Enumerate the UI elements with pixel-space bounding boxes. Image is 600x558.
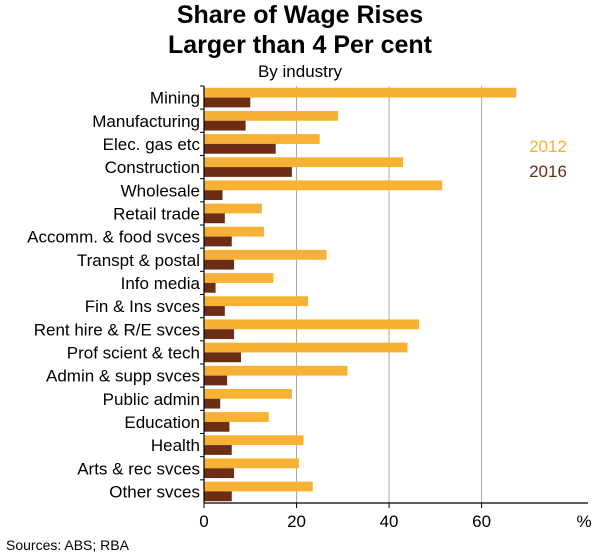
bar-2012-prof-scient-tech <box>204 342 408 353</box>
bar-2016-accomm-food-svces <box>204 236 232 247</box>
x-tick-label: 40 <box>380 512 399 531</box>
bar-2012-transpt-postal <box>204 249 327 260</box>
bar-2012-education <box>204 412 269 422</box>
bar-2016-transpt-postal <box>204 259 235 270</box>
legend-entry-2016: 2016 <box>529 162 567 181</box>
x-axis-unit: % <box>576 512 591 531</box>
bar-2016-mining <box>204 97 251 108</box>
bar-2012-manufacturing <box>204 110 339 121</box>
bar-2012-mining <box>204 87 517 98</box>
bar-2016-construction <box>204 167 292 177</box>
x-tick-label: 60 <box>472 512 491 531</box>
bar-2012-wholesale <box>204 180 443 191</box>
bar-2012-construction <box>204 157 403 168</box>
category-label: Other svces <box>109 482 200 501</box>
category-label: Fin & Ins svces <box>85 297 200 316</box>
bar-2012-rent-hire-r-e-svces <box>204 319 420 330</box>
category-label: Education <box>124 413 200 432</box>
bar-2012-other-svces <box>204 481 313 492</box>
category-label: Construction <box>105 158 200 177</box>
bar-2016-health <box>204 445 232 455</box>
bar-2012-info-media <box>204 273 274 283</box>
bar-2012-fin-ins-svces <box>204 296 309 307</box>
legend-entry-2012: 2012 <box>529 137 567 156</box>
category-label: Elec. gas etc <box>103 135 201 154</box>
bar-2016-education <box>204 421 230 432</box>
source-note: Sources: ABS; RBA <box>6 537 129 553</box>
chart-subtitle: By industry <box>257 62 343 81</box>
category-label: Wholesale <box>121 181 200 200</box>
bar-2016-prof-scient-tech <box>204 352 242 363</box>
chart-title-line1: Share of Wage Rises <box>176 1 424 29</box>
category-label: Mining <box>150 89 200 108</box>
bar-2012-arts-rec-svces <box>204 458 299 469</box>
bar-2016-elec-gas-etc <box>204 143 276 154</box>
bar-2012-elec-gas-etc <box>204 134 320 144</box>
category-label: Transpt & postal <box>77 251 200 270</box>
bar-2016-info-media <box>204 282 216 293</box>
bar-2016-fin-ins-svces <box>204 306 225 316</box>
category-label: Arts & rec svces <box>77 459 200 478</box>
bar-2012-admin-supp-svces <box>204 365 348 376</box>
category-label: Manufacturing <box>92 112 200 131</box>
bar-2012-retail-trade <box>204 203 262 214</box>
category-label: Rent hire & R/E svces <box>34 320 200 339</box>
category-label: Info media <box>121 274 201 293</box>
bar-2012-health <box>204 435 304 446</box>
category-label: Health <box>151 436 200 455</box>
bar-2016-rent-hire-r-e-svces <box>204 329 235 340</box>
bar-2016-arts-rec-svces <box>204 468 235 479</box>
category-label: Prof scient & tech <box>67 343 200 362</box>
bar-2012-accomm-food-svces <box>204 226 265 237</box>
bar-2012-public-admin <box>204 388 292 399</box>
category-label: Public admin <box>103 390 200 409</box>
category-label: Retail trade <box>113 204 200 223</box>
x-tick-label: 20 <box>287 512 306 531</box>
bar-2016-retail-trade <box>204 213 225 224</box>
bar-2016-wholesale <box>204 190 223 201</box>
category-label: Accomm. & food svces <box>27 228 200 247</box>
bar-2016-manufacturing <box>204 120 246 131</box>
category-label: Admin & supp svces <box>46 367 200 386</box>
bar-2016-other-svces <box>204 491 232 502</box>
x-tick-label: 0 <box>199 512 208 531</box>
chart-title-line2: Larger than 4 Per cent <box>168 31 432 59</box>
bar-2016-public-admin <box>204 398 221 409</box>
bar-2016-admin-supp-svces <box>204 375 228 386</box>
